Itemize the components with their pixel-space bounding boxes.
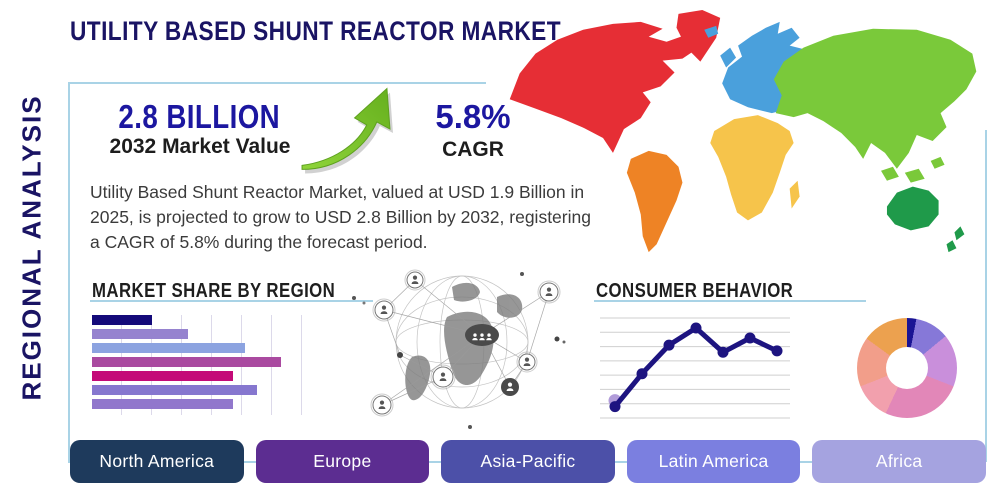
bar-segment-6 bbox=[92, 399, 233, 409]
region-button-africa[interactable]: Africa bbox=[812, 440, 986, 483]
frame-border-left bbox=[68, 82, 70, 462]
map-south-america bbox=[626, 150, 683, 253]
line-point-5 bbox=[744, 332, 756, 344]
map-asia bbox=[773, 28, 977, 169]
market-share-underline bbox=[90, 300, 373, 302]
line-point-2 bbox=[663, 339, 675, 351]
market-value-caption: 2032 Market Value bbox=[109, 135, 291, 158]
region-button-north-america[interactable]: North America bbox=[70, 440, 244, 483]
page-title: UTILITY BASED SHUNT REACTOR MARKET bbox=[70, 16, 561, 46]
line-point-6 bbox=[771, 345, 783, 357]
map-greenland bbox=[676, 9, 721, 62]
globe-network-icon bbox=[352, 269, 566, 429]
market-description: Utility Based Shunt Reactor Market, valu… bbox=[90, 182, 591, 252]
region-button-europe[interactable]: Europe bbox=[255, 440, 430, 483]
map-north-america bbox=[509, 21, 701, 153]
consumer-behavior-underline bbox=[594, 300, 866, 302]
map-madagascar bbox=[789, 180, 800, 209]
bar-segment-2 bbox=[92, 343, 245, 353]
line-point-4 bbox=[717, 346, 729, 358]
region-buttons: North America Europe Asia-Pacific Latin Ame… bbox=[70, 440, 986, 483]
map-australia bbox=[886, 186, 939, 231]
map-sea-islands bbox=[881, 156, 945, 183]
growth-arrow-icon bbox=[301, 87, 393, 174]
side-label-regional-analysis: REGIONAL ANALYSIS bbox=[16, 94, 47, 401]
bar-segment-5 bbox=[92, 385, 257, 395]
line-chart bbox=[600, 317, 790, 419]
line-point-0 bbox=[609, 401, 621, 413]
donut-chart bbox=[857, 318, 957, 418]
cagr-caption: CAGR bbox=[442, 138, 504, 161]
map-iceland bbox=[704, 25, 719, 38]
region-button-latin-america[interactable]: Latin America bbox=[626, 440, 801, 483]
map-africa bbox=[710, 115, 794, 221]
map-uk bbox=[720, 47, 737, 68]
bar-segment-4 bbox=[92, 371, 233, 381]
market-share-header: MARKET SHARE BY REGION bbox=[92, 280, 336, 302]
map-new-zealand bbox=[946, 226, 965, 253]
frame-border-right bbox=[985, 130, 987, 462]
bar-segment-0 bbox=[92, 315, 152, 325]
world-map bbox=[509, 9, 977, 253]
globe-network-nodes bbox=[352, 269, 566, 429]
consumer-behavior-header: CONSUMER BEHAVIOR bbox=[596, 280, 794, 302]
region-button-asia-pacific[interactable]: Asia-Pacific bbox=[441, 440, 615, 483]
bar-chart bbox=[92, 315, 312, 415]
line-point-1 bbox=[636, 368, 648, 380]
frame-border-top bbox=[68, 82, 486, 84]
bar-segment-1 bbox=[92, 329, 188, 339]
market-value-stat: 2.8 BILLION bbox=[118, 98, 281, 135]
bar-segment-3 bbox=[92, 357, 281, 367]
cagr-stat: 5.8% bbox=[435, 98, 511, 135]
line-point-3 bbox=[690, 322, 702, 334]
